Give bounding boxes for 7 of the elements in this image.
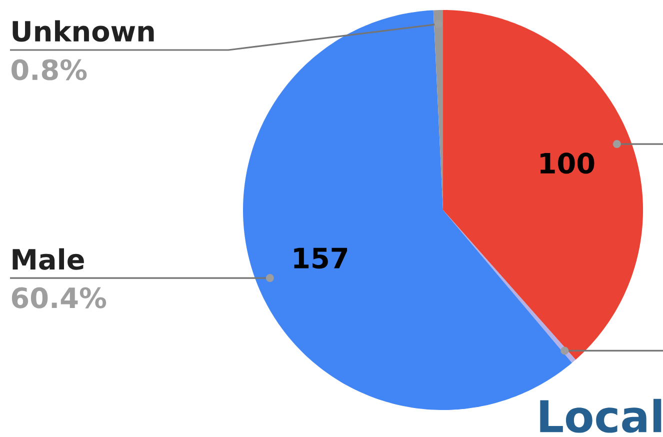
slice-label: Unknown [12, 20, 154, 42]
text: 60.4% [12, 287, 106, 308]
data-label: 157 [294, 248, 348, 269]
text: Local [540, 398, 662, 433]
data-label: 100 [540, 152, 594, 174]
text: 0.8% [12, 59, 87, 80]
slice-label: Male [12, 248, 84, 270]
